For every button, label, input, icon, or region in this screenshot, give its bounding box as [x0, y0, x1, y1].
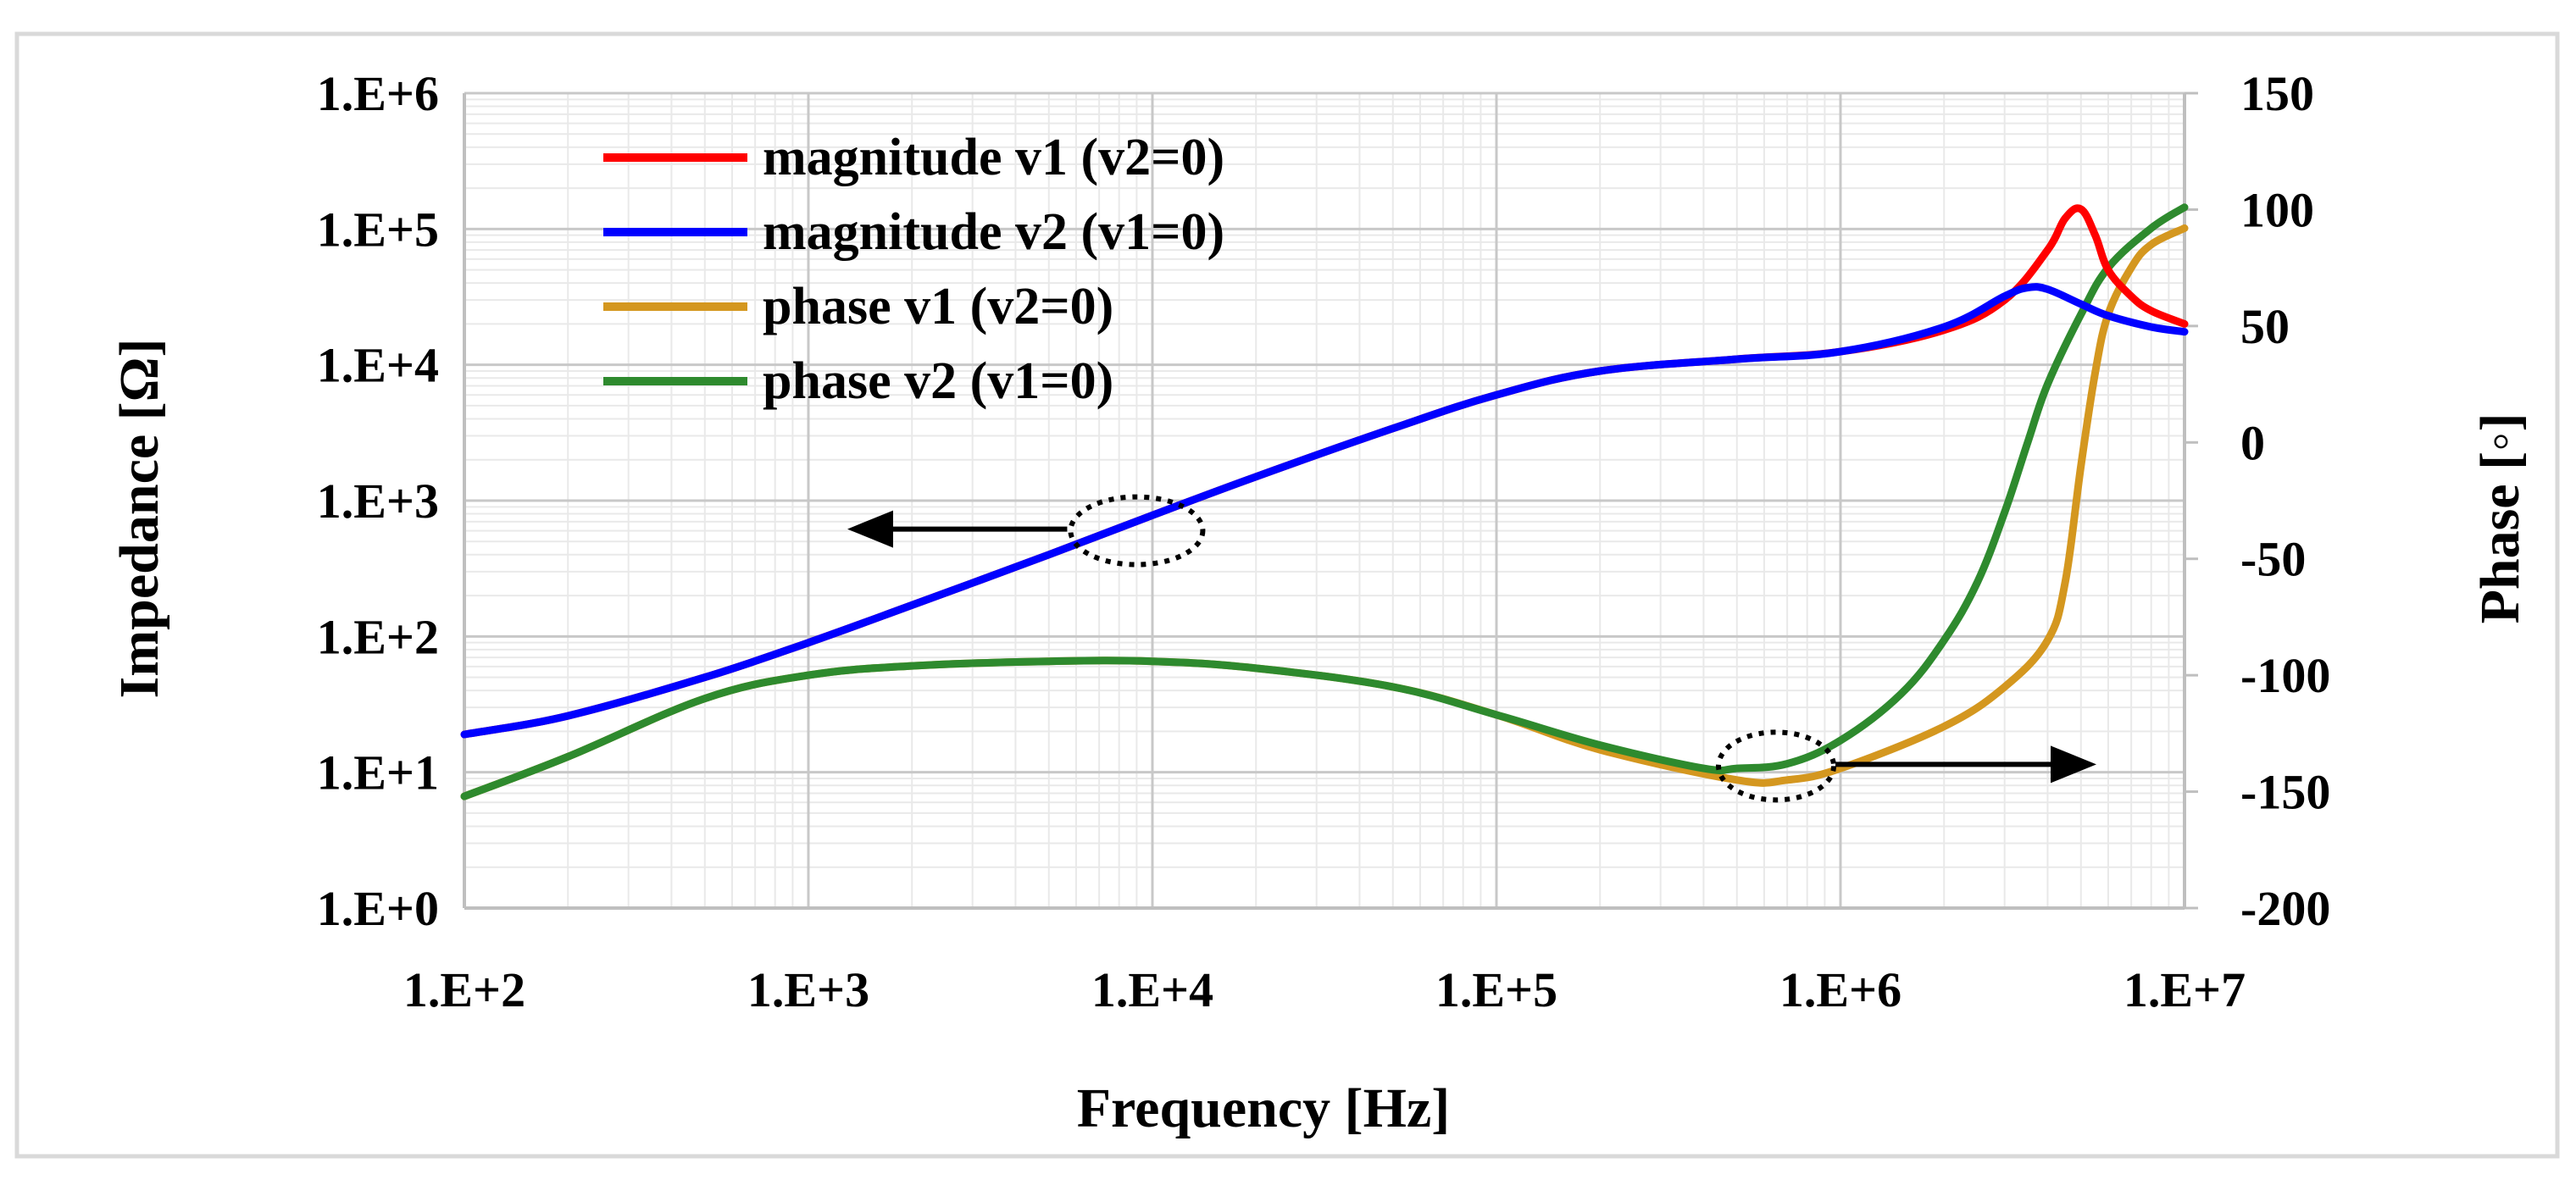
x-tick-label: 1.E+3: [747, 962, 869, 1017]
left-arrow-head: [847, 510, 893, 548]
axes: 1.E+2 1.E+3 1.E+4 1.E+5 1.E+6 1.E+7 1.E+0 1.E+1…: [317, 66, 2331, 1017]
y-right-tick-label: 0: [2240, 415, 2265, 470]
x-tick-label: 1.E+7: [2124, 962, 2246, 1017]
right-arrow-head: [2051, 745, 2096, 784]
series-line-magnitude-v2-v1-0: [460, 283, 2189, 739]
magnitude-curves-ellipse: [1068, 494, 1206, 568]
y-right-tick-label: 150: [2240, 66, 2314, 121]
y-right-tick-label: -200: [2240, 881, 2330, 936]
legend-label-phase-v2-v1-0: phase v2 (v1=0): [763, 352, 1113, 410]
y-right-tick-label: 50: [2240, 299, 2290, 354]
x-tick-label: 1.E+4: [1091, 962, 1213, 1017]
legend-label-magnitude-v2-v1-0: magnitude v2 (v1=0): [763, 203, 1224, 261]
annotations: [847, 494, 2096, 803]
y-left-tick-label: 1.E+2: [317, 609, 439, 664]
y-left-tick-label: 1.E+3: [317, 474, 439, 529]
y-left-axis-title: Impedance [Ω]: [108, 339, 170, 699]
legend-label-magnitude-v1-v2-0: magnitude v1 (v2=0): [763, 129, 1224, 186]
y-left-tick-label: 1.E+6: [317, 66, 439, 121]
series-line-phase-v2-v1-0: [460, 203, 2189, 800]
x-axis-title: Frequency [Hz]: [1077, 1077, 1451, 1139]
y-left-tick-label: 1.E+4: [317, 338, 439, 393]
y-right-tick-label: 100: [2240, 182, 2314, 237]
y-right-tick-label: -50: [2240, 532, 2306, 587]
y-left-tick-label: 1.E+0: [317, 881, 439, 936]
y-right-tick-label: -150: [2240, 765, 2330, 820]
x-tick-label: 1.E+5: [1435, 962, 1557, 1017]
x-tick-label: 1.E+2: [403, 962, 525, 1017]
y-right-tick-label: -100: [2240, 648, 2330, 703]
y-left-tick-label: 1.E+5: [317, 202, 439, 257]
y-left-tick-label: 1.E+1: [317, 745, 439, 800]
phase-curves-ellipse: [1716, 729, 1837, 803]
legend: magnitude v1 (v2=0) magnitude v2 (v1=0) ph…: [603, 129, 1224, 410]
series: [460, 203, 2189, 800]
x-tick-label: 1.E+6: [1779, 962, 1901, 1017]
grid: [463, 91, 2186, 910]
legend-label-phase-v1-v2-0: phase v1 (v2=0): [763, 278, 1113, 335]
y-right-axis-title: Phase [◦]: [2469, 413, 2531, 624]
